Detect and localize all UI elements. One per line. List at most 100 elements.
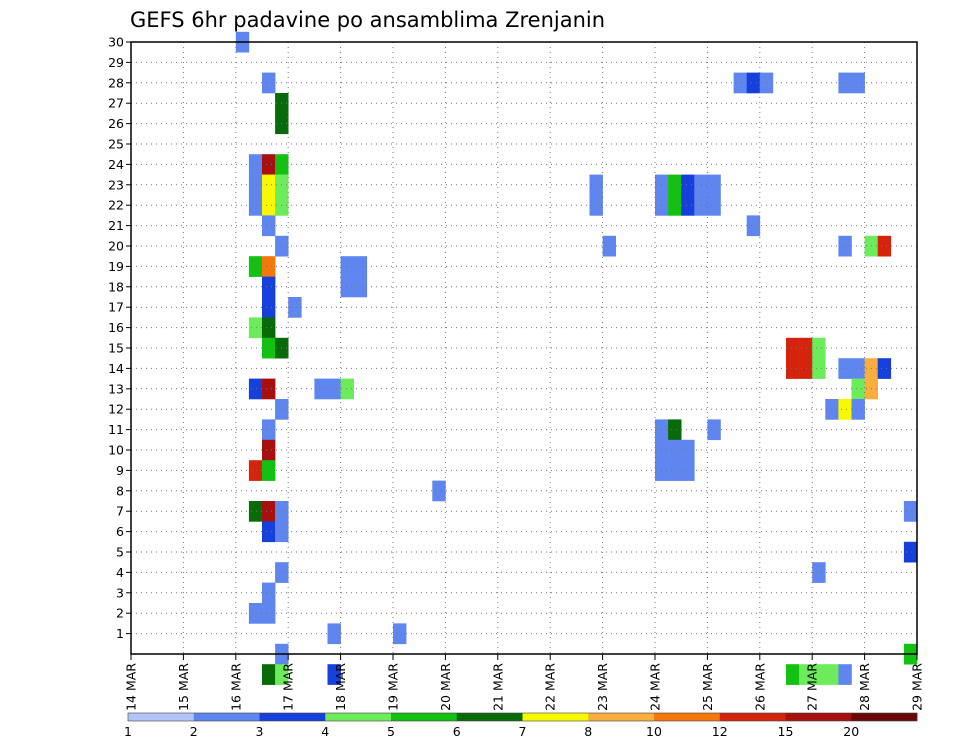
colorbar-label: 12: [712, 724, 728, 739]
heatmap-cell: [707, 174, 721, 196]
x-tick-label: 29 MAR: [910, 663, 925, 711]
y-tick-label: 14: [108, 361, 124, 376]
colorbar-label: 10: [646, 724, 662, 739]
y-tick-label: 28: [108, 75, 124, 90]
y-tick-label: 24: [108, 157, 124, 172]
y-tick-label: 27: [108, 96, 124, 111]
y-tick-label: 13: [108, 381, 124, 396]
y-axis: 1234567891011121314151617181920212223242…: [108, 35, 131, 641]
y-tick-label: 23: [108, 177, 124, 192]
heatmap-cell: [786, 664, 800, 685]
y-tick-label: 17: [108, 300, 124, 315]
y-tick-label: 12: [108, 402, 124, 417]
x-tick-label: 26 MAR: [752, 663, 767, 711]
heatmap-cell: [248, 501, 263, 522]
heatmap-cell: [851, 378, 865, 400]
heatmap-cell: [262, 195, 276, 216]
heatmap-cell: [262, 501, 276, 522]
y-tick-label: 6: [116, 524, 124, 539]
heatmap-cell: [812, 358, 826, 379]
heatmap-cell: [262, 439, 276, 461]
colorbar-swatch: [522, 713, 589, 721]
colorbar-swatch: [456, 713, 523, 721]
heatmap-cell: [248, 256, 263, 277]
y-tick-label: 3: [116, 585, 124, 600]
heatmap-cell: [838, 358, 852, 379]
heatmap-cell: [786, 337, 800, 359]
heatmap-cell: [327, 664, 341, 685]
y-tick-label: 10: [108, 443, 124, 458]
colorbar-swatch: [391, 713, 458, 721]
heatmap-cell: [838, 72, 852, 94]
heatmap-cell: [262, 378, 276, 400]
y-tick-label: 21: [108, 218, 124, 233]
heatmap-cell: [262, 582, 276, 604]
heatmap-cell: [340, 276, 354, 298]
heatmap-cell: [812, 337, 826, 359]
heatmap-cell: [838, 399, 852, 420]
heatmap-cell: [812, 562, 826, 583]
y-tick-label: 18: [108, 279, 124, 294]
heatmap-cell: [851, 72, 865, 94]
x-axis: 14 MAR 15 MAR 16 MAR 17 MAR 18 MAR 19 MAR 20 M…: [124, 654, 925, 711]
heatmap-cell: [248, 195, 263, 216]
y-tick-label: 26: [108, 116, 124, 131]
heatmap-cell: [262, 419, 276, 441]
colorbar-swatch: [325, 713, 392, 721]
colorbar-label: 7: [519, 724, 527, 739]
heatmap-cell: [799, 664, 813, 685]
colorbar-label: 6: [453, 724, 461, 739]
heatmap-cell: [275, 664, 289, 685]
colorbar-label: 5: [387, 724, 395, 739]
chart-title: GEFS 6hr padavine po ansamblima Zrenjani…: [130, 8, 605, 32]
heatmap-cell: [877, 358, 892, 379]
heatmap-cell: [248, 154, 263, 175]
heatmap-cell: [838, 664, 852, 685]
y-tick-label: 7: [116, 504, 124, 519]
x-tick-label: 27 MAR: [805, 663, 820, 711]
x-tick-label: 25 MAR: [700, 663, 715, 711]
y-tick-label: 19: [108, 259, 124, 274]
heatmap-cells: [235, 31, 918, 685]
y-tick-label: 30: [108, 35, 124, 50]
heatmap-cell: [248, 460, 263, 481]
y-tick-label: 2: [116, 606, 124, 621]
heatmap-cell: [262, 215, 276, 237]
y-tick-label: 11: [108, 422, 124, 437]
heatmap-cell: [432, 480, 446, 502]
heatmap-cell: [707, 419, 721, 441]
y-tick-label: 16: [108, 320, 124, 335]
colorbar-frame: [127, 712, 918, 722]
x-tick-label: 18 MAR: [333, 663, 348, 711]
heatmap-cell: [681, 195, 695, 216]
x-tick-label: 14 MAR: [124, 663, 139, 711]
heatmap-cell: [851, 358, 865, 379]
heatmap-cell: [340, 256, 354, 277]
heatmap-cell: [681, 174, 695, 196]
colorbar-label: 4: [321, 724, 329, 739]
heatmap-cell: [903, 541, 918, 563]
heatmap-cell: [262, 317, 276, 339]
heatmap-cell: [668, 195, 682, 216]
heatmap-cell: [746, 215, 761, 237]
heatmap-cell: [262, 460, 276, 481]
heatmap-cell: [746, 72, 761, 94]
heatmap-cell: [288, 297, 302, 318]
heatmap-cell: [248, 317, 263, 339]
heatmap-cell: [248, 603, 263, 624]
heatmap-cell: [262, 603, 276, 624]
heatmap-cell: [838, 235, 852, 257]
y-tick-label: 25: [108, 137, 124, 152]
colorbar-swatch: [785, 713, 852, 721]
y-tick-label: 5: [116, 545, 124, 560]
heatmap-cell: [681, 460, 695, 481]
heatmap-cell: [248, 378, 263, 400]
heatmap-cell: [681, 439, 695, 461]
x-tick-label: 21 MAR: [490, 663, 505, 711]
colorbar-label: 15: [778, 724, 794, 739]
y-tick-label: 9: [116, 463, 124, 478]
heatmap-cell: [327, 623, 341, 645]
heatmap-cell: [262, 521, 276, 543]
heatmap-cell: [668, 439, 682, 461]
